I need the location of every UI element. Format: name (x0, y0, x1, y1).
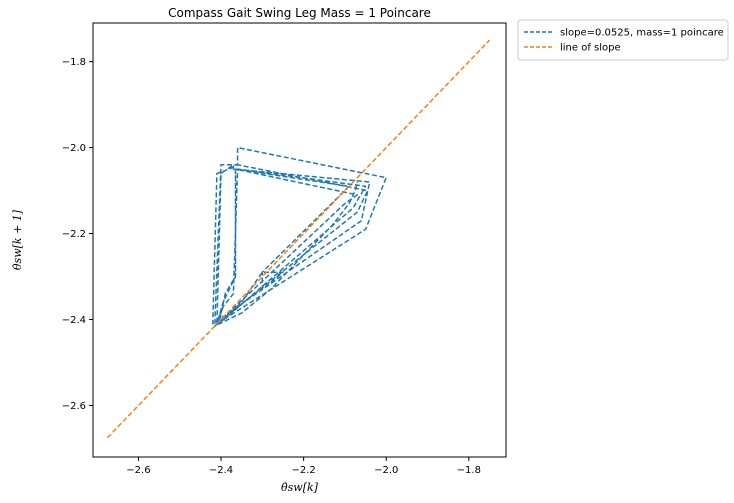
legend-box (517, 19, 729, 61)
series-layer (106, 39, 491, 439)
x-tick-label: −2.0 (374, 465, 398, 476)
x-tick-label: −2.4 (209, 465, 233, 476)
y-tick-label: −2.0 (62, 143, 86, 154)
y-tick-label: −2.6 (62, 401, 86, 412)
legend: slope=0.0525, mass=1 poincare line of sl… (517, 19, 729, 61)
x-axis-label: θ̇sw[k] (281, 481, 319, 494)
y-axis-label: θ̇sw[k + 1] (11, 209, 24, 270)
x-axis: −2.6 −2.4 −2.2 −2.0 −1.8 (126, 457, 481, 476)
x-tick-label: −2.6 (126, 465, 150, 476)
legend-label-slope-line: line of slope (560, 43, 621, 54)
y-tick-label: −1.8 (62, 57, 86, 68)
chart-title: Compass Gait Swing Leg Mass = 1 Poincare (168, 6, 431, 20)
y-axis: −2.6 −2.4 −2.2 −2.0 −1.8 (62, 57, 93, 412)
series-poincare-line (212, 146, 387, 327)
x-tick-label: −2.2 (291, 465, 315, 476)
y-tick-label: −2.2 (62, 229, 86, 240)
legend-label-poincare: slope=0.0525, mass=1 poincare (560, 28, 724, 39)
y-tick-label: −2.4 (62, 315, 86, 326)
series-slope-line (106, 39, 491, 439)
plot-frame (92, 22, 507, 458)
x-tick-label: −1.8 (457, 465, 481, 476)
